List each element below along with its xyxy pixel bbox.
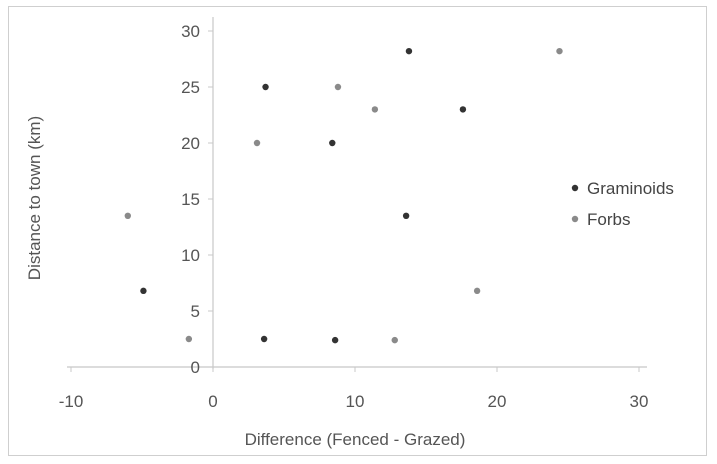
graminoids-point	[405, 47, 413, 55]
graminoids-point	[459, 106, 467, 113]
x-axis-title: Difference (Fenced - Grazed)	[245, 430, 466, 449]
legend-marker-graminoids	[571, 184, 579, 192]
y-tick-labels: 0 5 10 15 20 25 30	[181, 22, 200, 377]
graminoids-point	[329, 139, 336, 147]
legend-label-graminoids: Graminoids	[587, 179, 674, 198]
graminoids-point	[260, 335, 268, 343]
axes	[67, 17, 647, 372]
graminoids-point	[140, 287, 147, 295]
x-tick-label: 30	[630, 392, 649, 411]
y-tick-label: 10	[181, 246, 200, 265]
data-points	[124, 47, 563, 344]
y-tick-label: 5	[191, 302, 200, 321]
y-axis-title: Distance to town (km)	[25, 116, 44, 280]
legend-label-forbs: Forbs	[587, 210, 630, 229]
chart-frame	[8, 6, 707, 456]
forbs-point	[334, 83, 342, 91]
y-tick-label: 30	[181, 22, 200, 41]
x-tick-label: -10	[59, 392, 84, 411]
y-tick-label: 25	[181, 78, 200, 97]
x-tick-labels: -10 0 10 20 30	[59, 392, 649, 411]
forbs-point	[556, 47, 563, 55]
y-tick-label: 15	[181, 190, 200, 209]
forbs-point	[185, 335, 193, 343]
x-tick-label: 10	[346, 392, 365, 411]
forbs-point	[391, 336, 398, 344]
graminoids-point	[331, 336, 339, 344]
forbs-point	[124, 212, 131, 219]
graminoids-point	[262, 83, 269, 91]
forbs-point	[473, 287, 481, 295]
legend-marker-forbs	[571, 215, 579, 223]
legend: Graminoids Forbs	[571, 179, 674, 229]
y-tick-label: 20	[181, 134, 200, 153]
y-tick-label: 0	[191, 358, 200, 377]
x-tick-label: 20	[488, 392, 507, 411]
graminoids-point	[402, 212, 410, 219]
x-tick-label: 0	[208, 392, 217, 411]
forbs-point	[371, 106, 379, 113]
forbs-point	[253, 139, 261, 147]
